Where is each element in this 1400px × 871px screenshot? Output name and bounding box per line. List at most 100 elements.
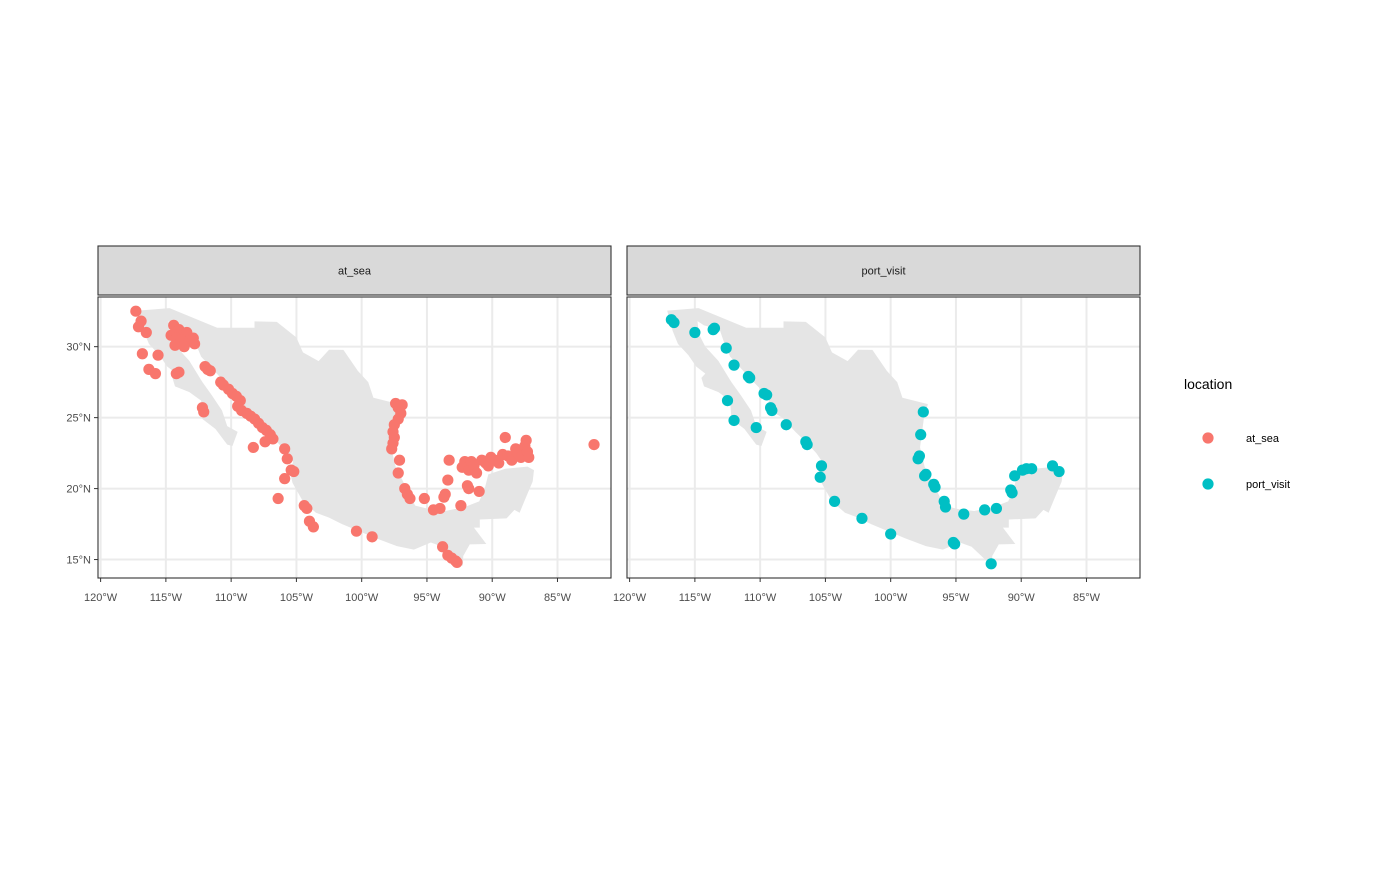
data-point-at_sea (301, 502, 313, 515)
data-point-port_visit (939, 501, 952, 513)
x-tick-label: 90°W (479, 592, 507, 604)
data-point-at_sea (170, 368, 182, 380)
data-point-port_visit (919, 470, 931, 482)
data-point-at_sea (247, 441, 259, 454)
data-point-at_sea (366, 531, 378, 543)
x-tick-label: 110°W (215, 592, 248, 604)
data-point-at_sea (451, 556, 463, 568)
legend: location at_sea port_visit (1184, 376, 1290, 491)
data-point-port_visit (707, 324, 719, 336)
data-point-at_sea (198, 406, 210, 418)
data-point-at_sea (279, 473, 291, 485)
data-point-at_sea (140, 326, 152, 339)
data-point-port_visit (721, 395, 734, 407)
data-point-at_sea (350, 525, 363, 537)
legend-title: location (1184, 376, 1232, 392)
panel-content (98, 297, 611, 578)
x-tick-label: 105°W (280, 592, 314, 604)
x-tick-label: 105°W (809, 592, 843, 604)
data-point-port_visit (885, 528, 897, 540)
legend-key-port_visit (1202, 478, 1214, 490)
data-point-at_sea (169, 339, 181, 351)
data-point-port_visit (728, 414, 740, 427)
legend-entry-port_visit: port_visit (1202, 478, 1290, 491)
x-tick-label: 120°W (84, 592, 118, 604)
panels-layer: at_sea 120°W 115°W 110°W 105°W 100°W 95°W 90°W 8… (66, 245, 1141, 604)
data-point-port_visit (985, 558, 997, 570)
data-point-at_sea (279, 443, 291, 455)
data-point-at_sea (396, 399, 408, 411)
data-point-at_sea (470, 467, 483, 479)
data-point-at_sea (132, 321, 145, 333)
data-point-at_sea (588, 438, 600, 451)
data-point-port_visit (689, 326, 701, 339)
data-point-port_visit (912, 453, 924, 465)
data-point-at_sea (418, 492, 430, 505)
data-point-port_visit (728, 359, 740, 371)
x-tick-label: 95°W (413, 592, 441, 604)
data-point-port_visit (1053, 465, 1065, 478)
y-tick-label: 15°N (66, 555, 91, 567)
data-point-port_visit (949, 538, 961, 550)
data-point-at_sea (463, 482, 475, 495)
data-point-at_sea (520, 434, 532, 446)
data-point-at_sea (386, 443, 398, 455)
data-point-port_visit (814, 471, 826, 483)
x-tick-label: 120°W (613, 592, 647, 604)
panel-border (97, 296, 612, 579)
data-point-port_visit (815, 460, 828, 472)
y-tick-label: 30°N (66, 342, 91, 354)
data-point-port_visit (780, 419, 792, 431)
x-tick-label: 100°W (874, 592, 908, 604)
x-tick-label: 95°W (942, 592, 970, 604)
data-point-port_visit (929, 481, 941, 493)
y-tick-label: 20°N (66, 484, 91, 496)
data-point-at_sea (455, 500, 467, 512)
panel-content (627, 297, 1140, 578)
data-point-at_sea (393, 454, 406, 466)
x-tick-label: 115°W (679, 592, 712, 604)
data-point-at_sea (288, 465, 300, 478)
legend-entries: at_sea port_visit (1202, 432, 1290, 491)
data-point-at_sea (178, 341, 190, 353)
panel-border (626, 296, 1141, 579)
data-point-at_sea (442, 474, 454, 486)
data-point-port_visit (1006, 487, 1018, 499)
facet-panel-at_sea: at_sea 120°W 115°W 110°W 105°W 100°W 95°W 90°W 8… (66, 245, 612, 604)
data-point-at_sea (473, 485, 485, 498)
data-point-port_visit (979, 504, 991, 516)
data-point-port_visit (668, 316, 680, 329)
data-point-port_visit (828, 495, 841, 507)
data-point-at_sea (392, 467, 404, 479)
data-point-port_visit (720, 342, 732, 354)
data-point-at_sea (506, 454, 518, 466)
data-point-port_visit (761, 389, 773, 401)
data-point-at_sea (152, 349, 164, 361)
data-point-at_sea (130, 305, 142, 317)
x-tick-label: 90°W (1008, 592, 1036, 604)
data-point-at_sea (307, 521, 319, 533)
legend-entry-at_sea: at_sea (1202, 432, 1280, 445)
y-tick-label: 25°N (66, 413, 91, 425)
data-point-port_visit (750, 421, 762, 434)
data-point-at_sea (437, 541, 449, 553)
data-point-port_visit (917, 406, 929, 418)
data-point-at_sea (434, 502, 446, 515)
x-tick-label: 110°W (744, 592, 777, 604)
data-point-port_visit (990, 502, 1003, 515)
data-point-port_visit (958, 508, 970, 520)
data-point-port_visit (1026, 463, 1038, 475)
data-point-at_sea (204, 365, 216, 377)
data-point-at_sea (259, 436, 271, 448)
data-point-port_visit (801, 438, 813, 451)
x-tick-label: 100°W (345, 592, 379, 604)
data-point-at_sea (523, 451, 535, 463)
data-point-at_sea (149, 368, 162, 380)
data-point-at_sea (187, 332, 199, 344)
facet-panel-port_visit: port_visit 120°W 115°W 110°W 105°W 100°W 95°W 9… (613, 245, 1141, 604)
x-tick-label: 85°W (544, 592, 572, 604)
facet-strip-label: at_sea (338, 266, 372, 278)
x-tick-label: 115°W (150, 592, 183, 604)
